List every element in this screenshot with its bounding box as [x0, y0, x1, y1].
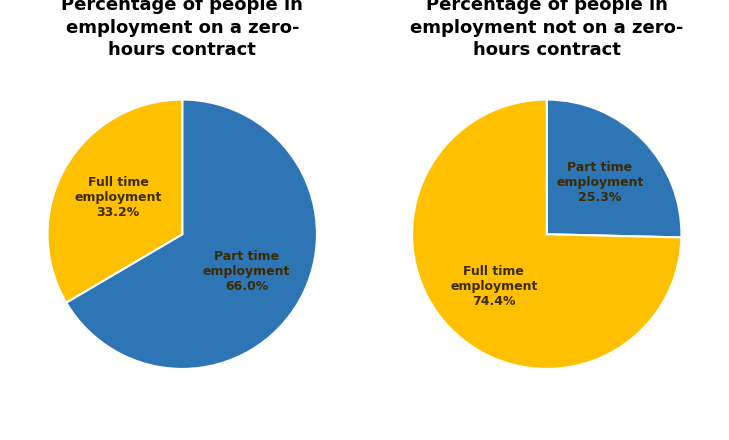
Wedge shape: [66, 99, 317, 369]
Text: Full time
employment
33.2%: Full time employment 33.2%: [74, 176, 162, 219]
Wedge shape: [47, 99, 182, 303]
Wedge shape: [412, 99, 682, 369]
Wedge shape: [547, 99, 682, 238]
Title: Percentage of people in
employment not on a zero-
hours contract: Percentage of people in employment not o…: [410, 0, 683, 59]
Text: Full time
employment
74.4%: Full time employment 74.4%: [450, 264, 537, 308]
Title: Percentage of people in
employment on a zero-
hours contract: Percentage of people in employment on a …: [61, 0, 303, 59]
Text: Part time
employment
25.3%: Part time employment 25.3%: [556, 161, 644, 204]
Text: Part time
employment
66.0%: Part time employment 66.0%: [203, 249, 290, 293]
